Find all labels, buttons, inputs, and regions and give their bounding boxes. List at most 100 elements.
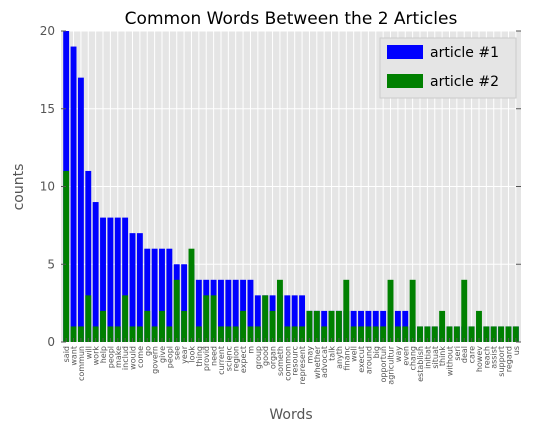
x-axis-label: Words	[269, 407, 312, 423]
bar-article-2	[262, 295, 269, 342]
legend-label-article-1: article #1	[430, 45, 499, 61]
x-tick-label: scienc	[224, 346, 233, 371]
x-tick-label: care	[468, 346, 477, 363]
x-tick-label: reach	[482, 346, 491, 368]
y-tick-label: 10	[40, 180, 55, 194]
bar-article-2	[166, 326, 173, 342]
x-tick-label: regard	[504, 346, 513, 372]
bar-article-2	[321, 326, 328, 342]
bar-article-2	[136, 326, 143, 342]
bars	[63, 31, 519, 343]
bar-article-1	[225, 279, 232, 342]
x-tick-label: would	[129, 346, 138, 370]
legend-swatch-article-2	[387, 74, 423, 88]
bar-article-2	[291, 326, 298, 342]
x-tick-label: give	[158, 346, 167, 363]
bar-article-1	[284, 295, 291, 342]
x-tick-label: peopl	[106, 346, 115, 368]
x-tick-label: support	[497, 346, 506, 377]
bar-article-1	[129, 233, 136, 342]
x-tick-label: organ	[269, 346, 278, 369]
x-tick-label: look	[187, 346, 196, 363]
x-tick-label: said	[62, 346, 71, 362]
x-tick-label: talk	[328, 346, 337, 361]
x-tick-label: anyth	[335, 346, 344, 369]
bar-article-1	[218, 279, 224, 342]
legend: article #1 article #2	[379, 37, 517, 99]
x-tick-label: need	[210, 346, 219, 366]
bar-article-2	[350, 326, 357, 342]
y-tick-label: 20	[40, 24, 55, 38]
x-tick-label: execut	[357, 346, 366, 373]
bar-article-2	[284, 326, 291, 342]
y-axis-label: counts	[11, 164, 27, 211]
bar-article-2	[372, 326, 379, 342]
y-tick-label: 5	[47, 257, 55, 271]
bar-article-2	[424, 326, 431, 342]
bar-article-2	[380, 326, 387, 342]
x-tick-label: resourc	[291, 346, 300, 376]
x-tick-label: may	[305, 346, 314, 364]
bar-article-2	[107, 326, 114, 342]
bar-article-2	[129, 326, 136, 342]
bar-article-2	[114, 326, 121, 342]
x-axis-ticks: saidwantcommunwillworkhelppeoplmakeinclu…	[62, 338, 521, 385]
bar-article-2	[240, 310, 247, 342]
x-tick-label: includ	[121, 346, 130, 370]
x-tick-label: situat	[431, 346, 440, 369]
x-tick-label: common	[283, 346, 292, 381]
bar-article-2	[159, 310, 165, 342]
x-tick-label: think	[438, 346, 447, 367]
x-tick-label: seri	[453, 346, 462, 361]
y-axis-ticks: 0 5 10 15 20	[40, 24, 521, 349]
x-tick-label: someth	[276, 346, 285, 376]
x-tick-label: initiat	[423, 346, 432, 369]
x-tick-label: howev	[475, 346, 484, 372]
x-tick-label: help	[99, 346, 108, 363]
bar-article-2	[394, 326, 401, 342]
bar-article-2	[512, 326, 519, 342]
bar-article-1	[85, 170, 92, 342]
x-tick-label: agricultur	[387, 345, 396, 384]
bar-article-2	[188, 248, 195, 342]
bar-article-2	[328, 310, 335, 342]
y-tick-label: 0	[47, 335, 55, 349]
x-tick-label: us	[512, 346, 521, 355]
x-tick-label: will	[84, 346, 93, 359]
x-tick-label: current	[217, 346, 226, 375]
bar-article-1	[254, 295, 261, 342]
x-tick-label: chang	[409, 346, 418, 371]
bar-article-1	[77, 77, 84, 343]
bar-article-2	[151, 326, 158, 342]
bar-article-2	[100, 310, 106, 342]
bar-article-1	[122, 217, 129, 342]
x-tick-label: opportun	[379, 346, 388, 383]
bar-article-2	[409, 279, 416, 342]
bar-article-2	[402, 326, 409, 342]
x-tick-label: make	[114, 346, 123, 368]
bar-article-2	[365, 326, 372, 342]
x-tick-label: good	[261, 346, 270, 366]
bar-article-2	[92, 326, 99, 342]
bar-article-1	[151, 248, 158, 342]
x-tick-label: govern	[151, 346, 160, 374]
bar-article-2	[313, 310, 320, 342]
bar-article-2	[232, 326, 239, 342]
bar-article-2	[476, 310, 482, 342]
bar-article-2	[269, 310, 276, 342]
x-tick-label: year	[180, 345, 189, 364]
bar-article-2	[417, 326, 423, 342]
bar-article-2	[431, 326, 438, 342]
bar-article-2	[483, 326, 490, 342]
bar-article-1	[232, 279, 239, 342]
x-tick-label: whether	[313, 345, 322, 379]
bar-article-2	[505, 326, 512, 342]
bar-article-2	[254, 326, 261, 342]
x-tick-label: even	[401, 346, 410, 366]
bar-article-2	[387, 279, 394, 342]
bar-article-1	[195, 279, 202, 342]
x-tick-label: commun	[77, 346, 86, 381]
bar-article-2	[77, 326, 84, 342]
x-tick-label: establish	[416, 346, 425, 382]
